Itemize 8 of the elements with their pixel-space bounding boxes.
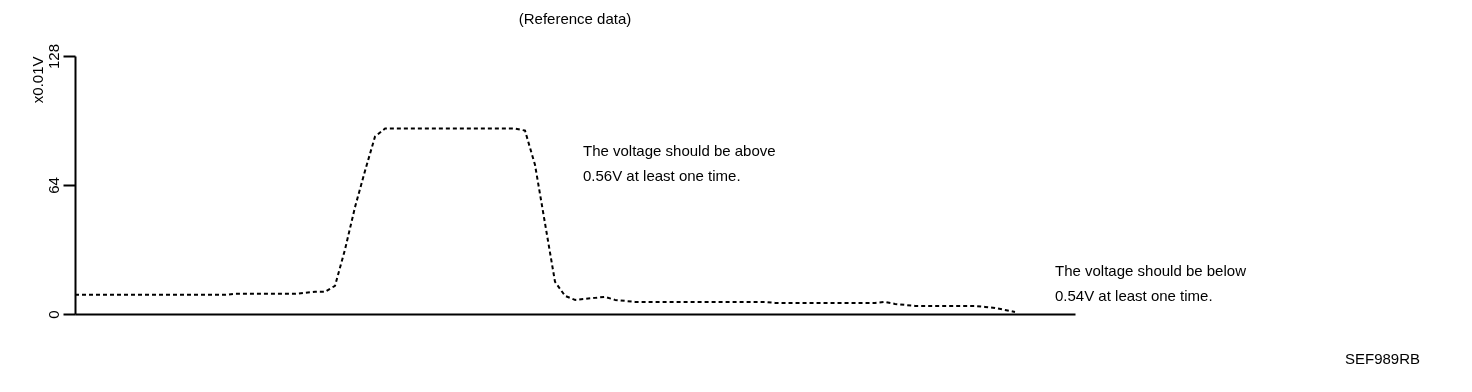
text: The voltage should be below 0.54V at least one time. [1055, 262, 1247, 304]
y-tick-label: 0 [44, 310, 62, 319]
y-axis-title: x0.01V [28, 56, 46, 104]
text: SEF989RB [1344, 350, 1420, 367]
y-tick-label: 128 [44, 43, 62, 70]
y-tick-label: 64 [44, 177, 62, 194]
chart-title: (Reference data) [518, 10, 632, 28]
annotation: The voltage should be above 0.56V at least one time. [583, 142, 776, 184]
